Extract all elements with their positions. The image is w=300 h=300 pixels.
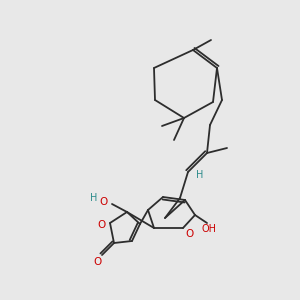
- Text: O: O: [100, 197, 108, 207]
- Text: H: H: [196, 170, 204, 180]
- Text: H: H: [90, 193, 98, 203]
- Text: OH: OH: [202, 224, 217, 234]
- Text: O: O: [97, 220, 105, 230]
- Text: O: O: [93, 257, 101, 267]
- Text: O: O: [186, 229, 194, 239]
